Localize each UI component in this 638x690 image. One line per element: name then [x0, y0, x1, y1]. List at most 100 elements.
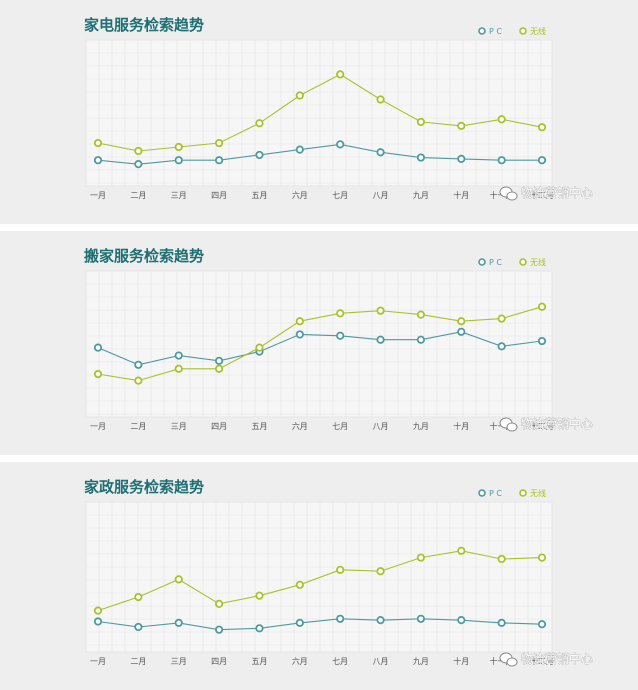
- data-point-wireless: [457, 121, 466, 130]
- x-tick-label: 七月: [332, 657, 348, 666]
- wechat-icon-bubble-small: [506, 657, 518, 667]
- data-point-wireless: [537, 123, 547, 132]
- data-point-wireless: [174, 142, 183, 152]
- data-point-pc: [497, 156, 506, 165]
- data-point-pc: [537, 156, 547, 165]
- x-tick-label: 二月: [130, 422, 146, 431]
- data-point-pc: [457, 616, 466, 625]
- data-point-wireless: [295, 317, 304, 326]
- data-point-wireless: [93, 606, 103, 615]
- legend-marker-pc: [478, 258, 486, 266]
- wechat-icon-bubble-small: [506, 191, 518, 201]
- series-line-pc: [97, 618, 543, 631]
- data-point-pc: [537, 336, 547, 346]
- wechat-icon: [499, 652, 518, 667]
- grid-lines: [86, 502, 552, 652]
- x-tick-label: 六月: [292, 421, 308, 431]
- data-point-pc: [295, 618, 304, 627]
- watermark-text: 物流营销中心: [521, 185, 593, 200]
- data-point-pc: [336, 140, 345, 149]
- data-point-pc: [336, 614, 345, 623]
- wechat-icon: [499, 186, 518, 201]
- watermark-text: 物流营销中心: [521, 416, 593, 431]
- data-point-wireless: [93, 369, 103, 379]
- legend-label-wireless: 无线: [530, 488, 546, 498]
- watermark-text: 物流营销中心: [521, 651, 593, 666]
- data-point-wireless: [416, 117, 426, 127]
- x-tick-label: 二月: [130, 191, 146, 200]
- x-tick-label: 五月: [251, 422, 267, 431]
- data-point-pc: [255, 624, 264, 633]
- data-point-wireless: [497, 115, 506, 124]
- data-point-pc: [336, 331, 345, 340]
- x-tick-label: 五月: [251, 191, 267, 200]
- x-tick-label: 三月: [171, 191, 187, 200]
- data-point-pc: [497, 618, 506, 627]
- x-tick-label: 四月: [211, 191, 227, 200]
- chart-title: 搬家服务检索趋势: [84, 247, 204, 265]
- grid-lines: [86, 40, 552, 186]
- data-point-wireless: [174, 364, 183, 373]
- x-tick-label: 十月: [453, 190, 469, 200]
- data-point-wireless: [537, 553, 547, 562]
- data-point-pc: [134, 160, 143, 169]
- data-point-pc: [537, 620, 547, 629]
- legend-label-pc: P C: [489, 27, 502, 36]
- legend-marker-pc: [478, 27, 486, 35]
- data-point-wireless: [134, 146, 143, 156]
- legend-marker-wireless: [519, 27, 527, 35]
- data-point-wireless: [416, 310, 426, 319]
- series-line-pc: [97, 331, 543, 366]
- data-point-wireless: [457, 317, 466, 326]
- series-line-pc: [97, 143, 542, 165]
- data-point-pc: [416, 614, 426, 623]
- data-point-pc: [174, 156, 183, 165]
- x-tick-label: 九月: [413, 422, 429, 431]
- data-point-pc: [93, 156, 103, 165]
- data-point-wireless: [295, 580, 304, 589]
- data-point-pc: [295, 330, 304, 339]
- data-point-pc: [93, 343, 103, 352]
- chart-title: 家政服务检索趋势: [84, 478, 204, 496]
- series-line-wireless: [97, 550, 543, 612]
- data-point-wireless: [336, 565, 345, 574]
- x-tick-label: 一月: [90, 422, 106, 431]
- legend-marker-wireless: [519, 489, 527, 497]
- data-point-pc: [93, 617, 103, 626]
- x-tick-label: 六月: [292, 656, 308, 666]
- wechat-icon: [499, 417, 518, 432]
- chart-title: 家电服务检索趋势: [84, 16, 204, 34]
- data-point-wireless: [93, 138, 103, 148]
- x-tick-label: 七月: [332, 422, 348, 431]
- data-point-pc: [497, 342, 506, 351]
- series-line-wireless: [97, 306, 543, 382]
- data-point-pc: [214, 156, 224, 165]
- data-point-wireless: [255, 343, 264, 352]
- x-tick-label: 十二月: [530, 190, 554, 200]
- data-point-pc: [174, 618, 183, 627]
- x-tick-label: 八月: [373, 422, 389, 431]
- legend-label-wireless: 无线: [530, 257, 546, 267]
- data-point-wireless: [174, 575, 183, 584]
- data-point-wireless: [376, 95, 385, 104]
- data-point-pc: [376, 148, 385, 157]
- data-point-wireless: [497, 554, 506, 564]
- data-point-wireless: [376, 567, 385, 576]
- x-tick-label: 三月: [171, 422, 187, 431]
- x-tick-label: 一月: [90, 191, 106, 200]
- x-tick-label: 七月: [332, 191, 348, 200]
- data-point-wireless: [336, 70, 345, 79]
- plot-area: [85, 39, 553, 187]
- data-point-pc: [457, 154, 466, 163]
- wechat-icon-bubble-small: [506, 422, 518, 432]
- x-tick-label: 八月: [373, 657, 389, 666]
- data-point-wireless: [537, 302, 547, 311]
- data-point-wireless: [416, 553, 426, 562]
- data-point-wireless: [255, 591, 264, 600]
